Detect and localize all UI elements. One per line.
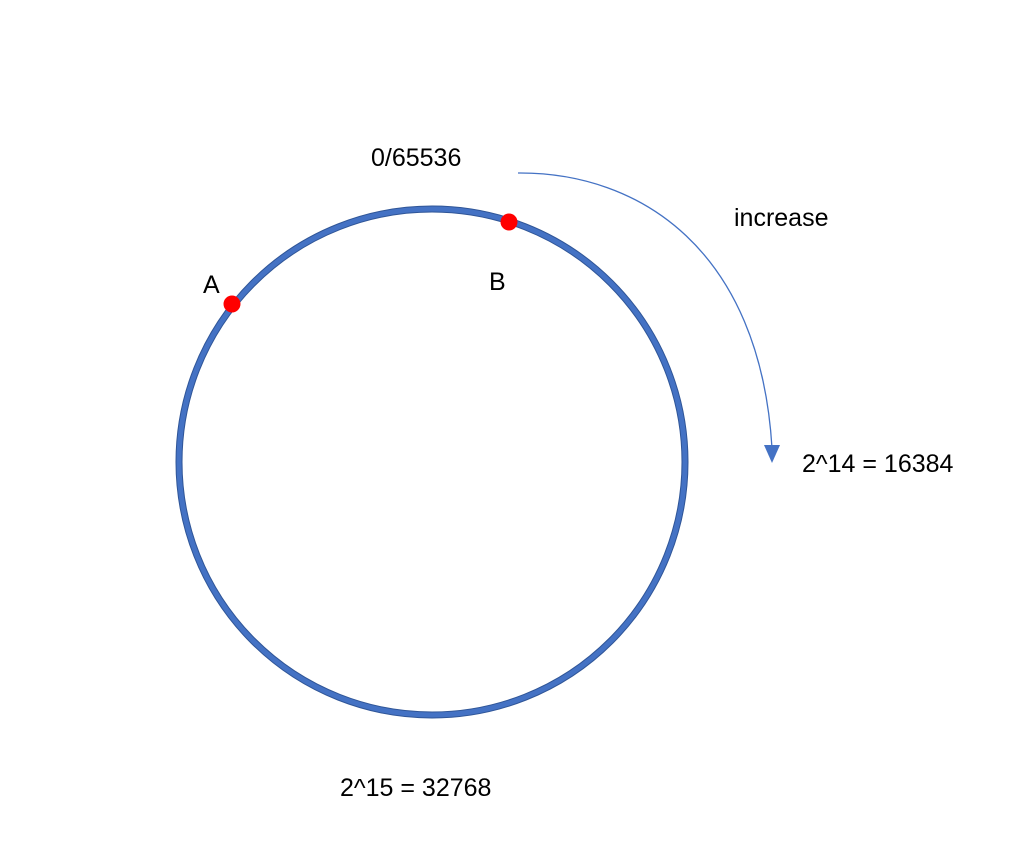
increase-arrow-curve	[517, 172, 773, 449]
node-b-label: B	[489, 268, 506, 296]
node-b-dot	[500, 213, 518, 231]
node-a-label: A	[203, 271, 220, 299]
ring-right-label: 2^14 = 16384	[802, 450, 954, 478]
increase-label: increase	[734, 204, 829, 232]
node-a-dot	[223, 295, 241, 313]
increase-arrow-head	[764, 445, 780, 463]
hash-ring-outline	[175, 205, 689, 719]
ring-top-label: 0/65536	[371, 144, 462, 172]
ring-bottom-label: 2^15 = 32768	[340, 774, 492, 802]
hash-ring	[176, 206, 688, 718]
